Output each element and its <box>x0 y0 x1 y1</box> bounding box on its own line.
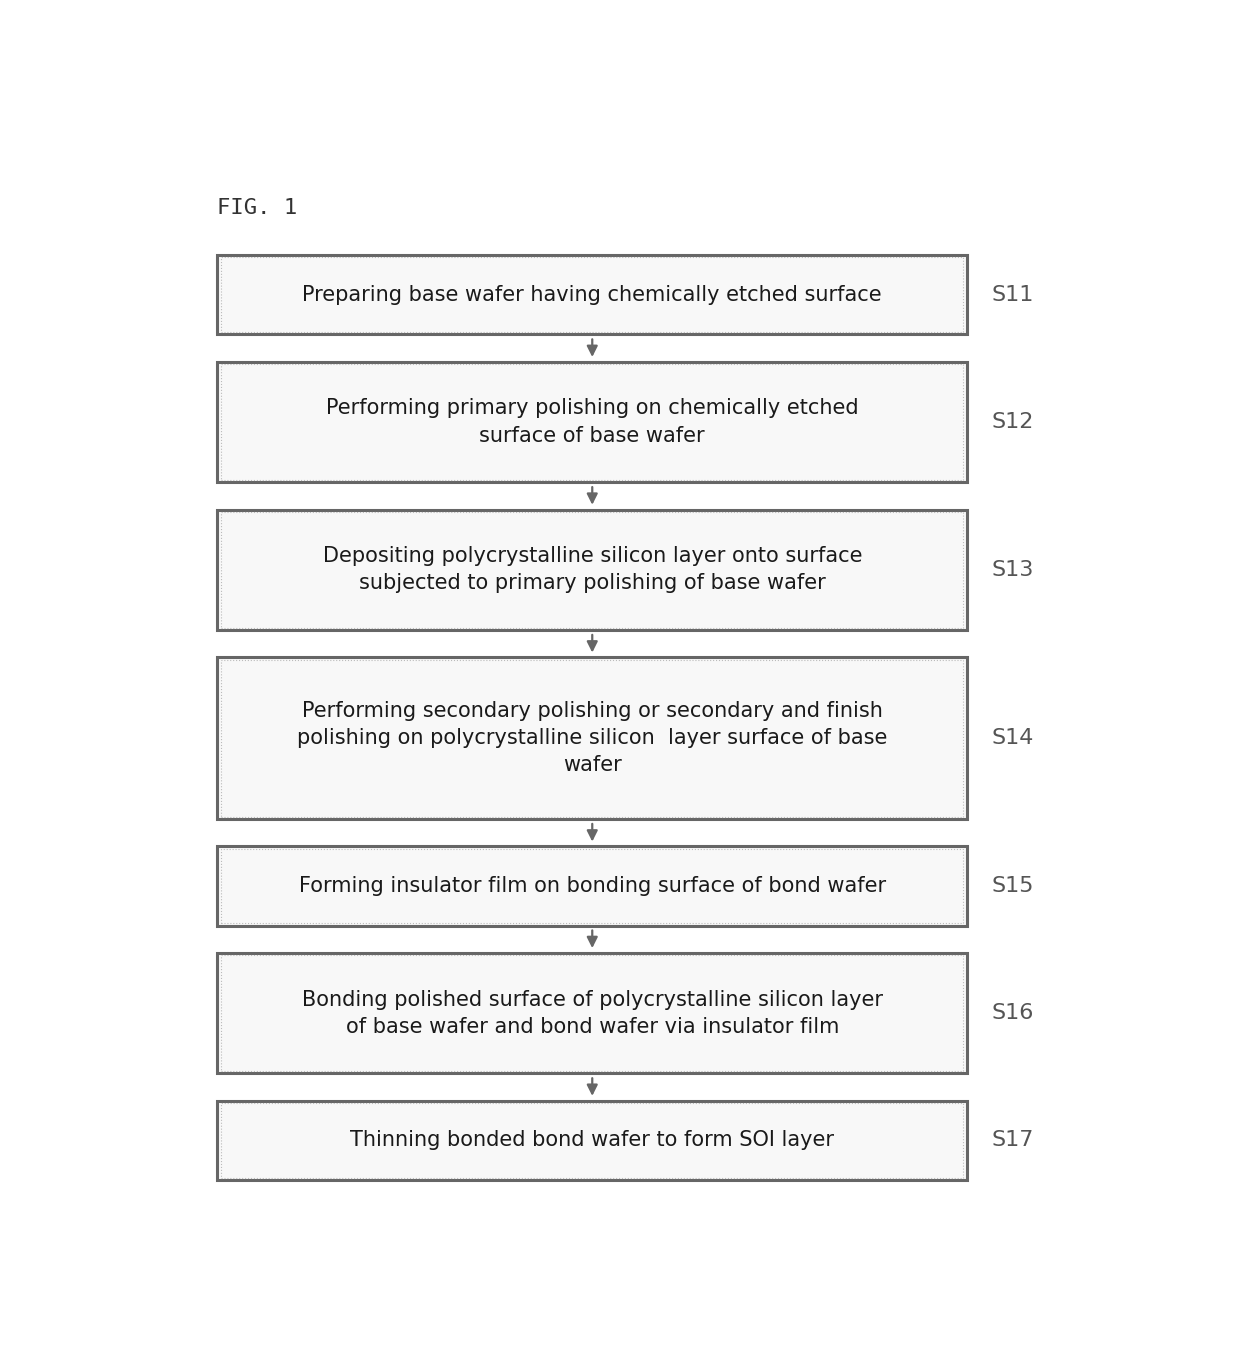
Text: Preparing base wafer having chemically etched surface: Preparing base wafer having chemically e… <box>303 285 882 305</box>
Text: Performing secondary polishing or secondary and finish
polishing on polycrystall: Performing secondary polishing or second… <box>298 701 888 776</box>
Text: S11: S11 <box>991 285 1033 305</box>
FancyBboxPatch shape <box>217 952 967 1074</box>
FancyBboxPatch shape <box>217 362 967 482</box>
Text: S17: S17 <box>991 1130 1033 1151</box>
FancyBboxPatch shape <box>217 510 967 630</box>
FancyBboxPatch shape <box>217 846 967 925</box>
Text: Performing primary polishing on chemically etched
surface of base wafer: Performing primary polishing on chemical… <box>326 398 858 445</box>
Text: Depositing polycrystalline silicon layer onto surface
subjected to primary polis: Depositing polycrystalline silicon layer… <box>322 546 862 594</box>
Text: S13: S13 <box>991 560 1033 580</box>
FancyBboxPatch shape <box>217 657 967 819</box>
FancyBboxPatch shape <box>217 255 967 335</box>
FancyBboxPatch shape <box>217 1101 967 1180</box>
Text: S15: S15 <box>991 876 1034 896</box>
Text: Bonding polished surface of polycrystalline silicon layer
of base wafer and bond: Bonding polished surface of polycrystall… <box>301 990 883 1037</box>
Text: Forming insulator film on bonding surface of bond wafer: Forming insulator film on bonding surfac… <box>299 876 885 896</box>
Text: S16: S16 <box>991 1004 1033 1023</box>
Text: Thinning bonded bond wafer to form SOI layer: Thinning bonded bond wafer to form SOI l… <box>350 1130 835 1151</box>
Text: FIG. 1: FIG. 1 <box>217 198 298 219</box>
Text: S14: S14 <box>991 728 1033 749</box>
Text: S12: S12 <box>991 411 1033 432</box>
